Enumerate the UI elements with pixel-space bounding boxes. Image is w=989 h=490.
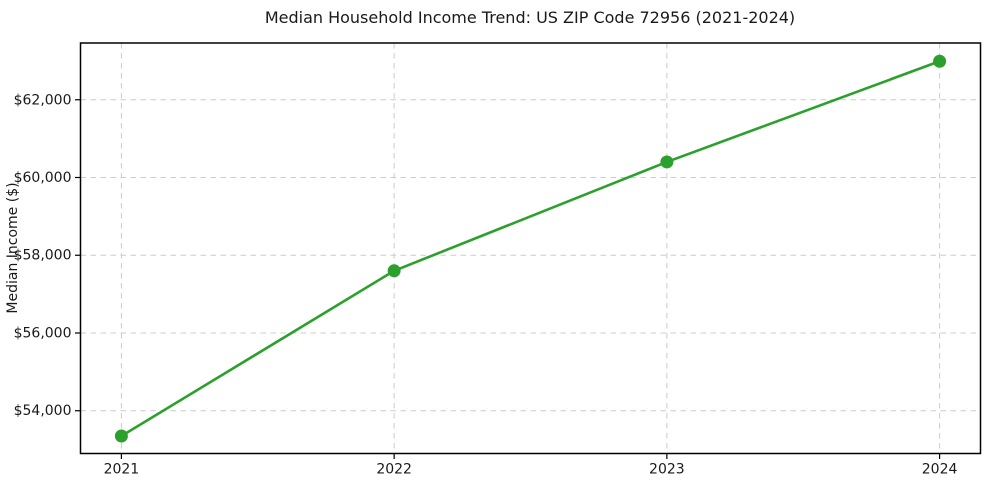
y-tick-label: $58,000	[14, 248, 72, 264]
data-point-marker	[660, 155, 674, 169]
plot-border	[79, 42, 982, 455]
chart-title: Median Household Income Trend: US ZIP Co…	[264, 8, 796, 27]
data-point-marker	[114, 429, 128, 443]
trend-line	[120, 59, 941, 438]
x-tick-label: 2021	[104, 462, 140, 478]
data-point-marker	[933, 54, 947, 68]
y-tick-label: $54,000	[14, 403, 72, 419]
x-tick-label: 2022	[376, 462, 412, 478]
x-tick-label: 2024	[922, 462, 958, 478]
y-tick-label: $60,000	[14, 170, 72, 186]
data-point-marker	[387, 264, 401, 278]
y-tick-label: $62,000	[14, 92, 72, 108]
x-tick-label: 2023	[649, 462, 685, 478]
y-tick-label: $56,000	[14, 325, 72, 341]
